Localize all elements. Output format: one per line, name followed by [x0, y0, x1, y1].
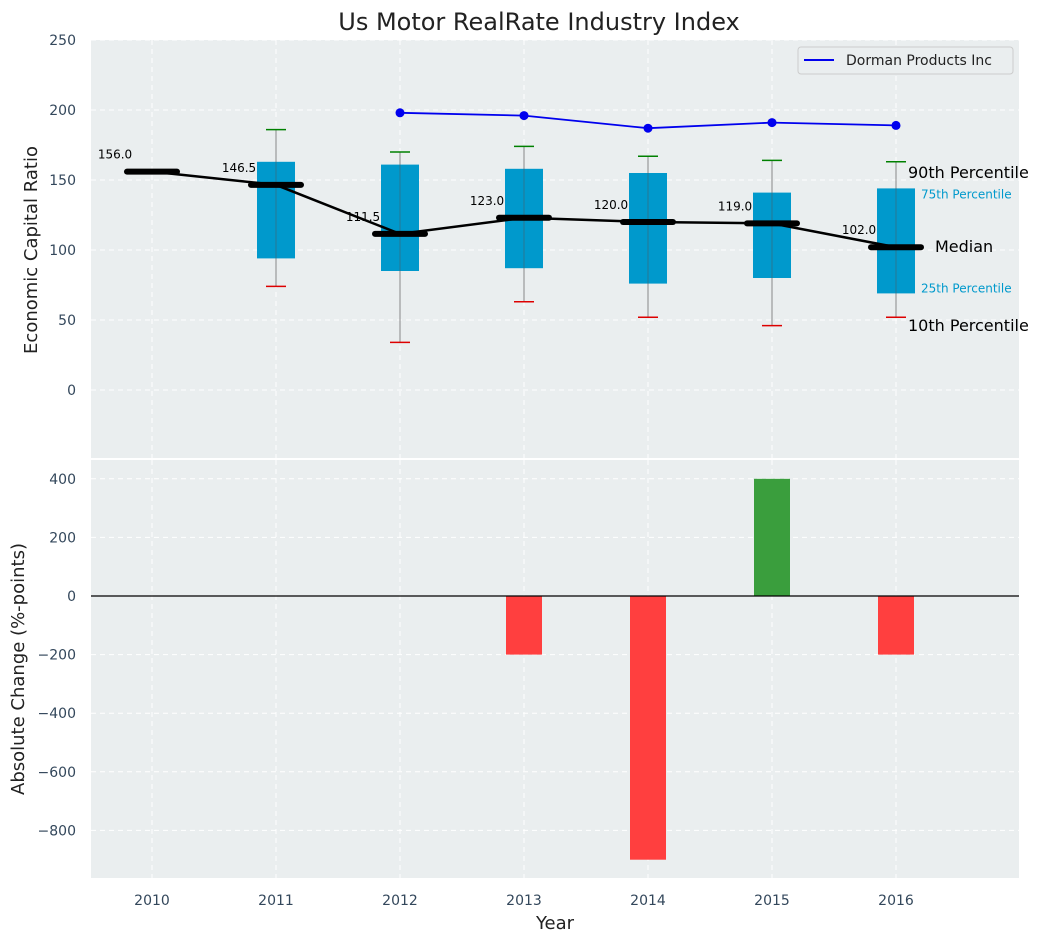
median-value-label: 120.0 [594, 198, 628, 212]
dorman-point [395, 108, 405, 118]
median-value-label: 111.5 [346, 210, 380, 224]
dorman-point [891, 120, 901, 130]
median-value-label: 156.0 [98, 148, 132, 162]
bottom-axes: −800 −600 −400 −200 0 200 400 2010 2011 2012 2013 2… [38, 472, 914, 909]
legend: Dorman Products Inc [797, 46, 1014, 75]
x-tick-label: 2015 [754, 893, 790, 909]
bottom-marks [91, 478, 1019, 860]
dorman-point [643, 123, 653, 133]
top-y-tick-label: 150 [49, 173, 76, 189]
x-tick-label: 2011 [258, 893, 294, 909]
change-bar [506, 596, 542, 655]
x-tick-label: 2014 [630, 893, 666, 909]
change-bar [878, 596, 914, 655]
annotation-p90: 90th Percentile [908, 163, 1029, 182]
median-value-label: 119.0 [718, 199, 752, 213]
top-y-tick-label: 250 [49, 33, 76, 49]
bottom-y-axis-label: Absolute Change (%-points) [8, 543, 29, 795]
top-marks: 156.0 146.5 111.5 123.0 120.0 119.0 102.0 90th … [98, 108, 1029, 344]
bottom-y-tick-label: −200 [38, 648, 76, 664]
annotation-p10: 10th Percentile [908, 316, 1029, 335]
x-tick-label: 2013 [506, 893, 542, 909]
legend-box [797, 46, 1014, 75]
median-value-label: 102.0 [842, 223, 876, 237]
x-tick-label: 2010 [134, 893, 170, 909]
bottom-plot-area [91, 460, 1019, 878]
bottom-y-tick-label: 400 [49, 472, 76, 488]
change-bar [630, 596, 666, 860]
bottom-y-tick-label: −400 [38, 706, 76, 722]
top-y-tick-label: 50 [58, 313, 76, 329]
x-tick-label: 2016 [878, 893, 914, 909]
top-axes: 0 50 100 150 200 250 [49, 33, 76, 399]
annotation-p25: 25th Percentile [921, 281, 1012, 295]
annotation-p75: 75th Percentile [921, 187, 1012, 201]
x-axis-label: Year [535, 913, 575, 934]
median-value-label: 123.0 [470, 194, 504, 208]
x-tick-label: 2012 [382, 893, 418, 909]
dorman-point [519, 111, 529, 121]
bottom-y-tick-label: −800 [38, 823, 76, 839]
bottom-y-tick-label: −600 [38, 765, 76, 781]
top-y-tick-label: 200 [49, 103, 76, 119]
chart-title: Us Motor RealRate Industry Index [338, 8, 740, 36]
bottom-y-tick-label: 200 [49, 530, 76, 546]
annotation-median: Median [935, 237, 993, 256]
dorman-point [767, 118, 777, 128]
median-value-label: 146.5 [222, 161, 256, 175]
top-y-tick-label: 0 [67, 383, 76, 399]
top-y-tick-label: 100 [49, 243, 76, 259]
bottom-y-tick-label: 0 [67, 589, 76, 605]
change-bar [754, 478, 790, 596]
top-y-axis-label: Economic Capital Ratio [21, 146, 42, 354]
legend-label-dorman: Dorman Products Inc [846, 53, 992, 69]
